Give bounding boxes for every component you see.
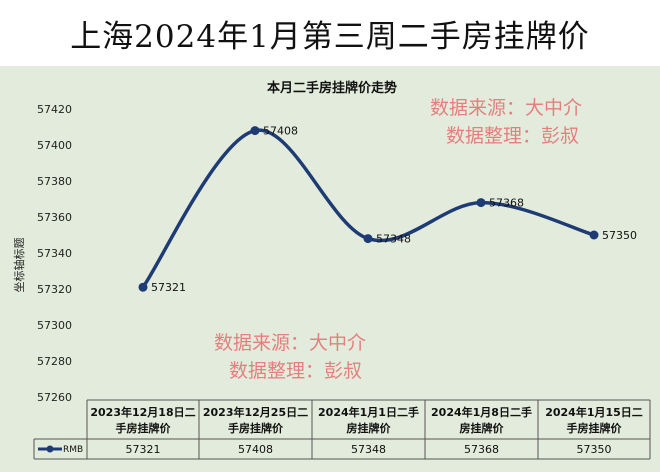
data-table: 2023年12月18日二手房挂牌价573212023年12月25日二手房挂牌价5… <box>33 399 651 460</box>
y-tick-label: 57400 <box>37 139 72 152</box>
data-point <box>589 230 599 240</box>
category-label: 2023年12月25日二 <box>203 405 308 419</box>
y-tick-label: 57260 <box>37 391 72 404</box>
y-axis-label: 坐标轴标题 <box>12 238 26 293</box>
table-value: 57368 <box>464 443 499 456</box>
watermark-source-text: 数据来源：大中介 <box>430 97 582 119</box>
table-value: 57321 <box>126 443 161 456</box>
table-value: 57348 <box>351 443 386 456</box>
data-label: 57350 <box>602 229 637 242</box>
y-tick-label: 57380 <box>37 175 72 188</box>
table-value: 57350 <box>577 443 612 456</box>
data-labels-layer: 57321 57408 57348 57368 57350 <box>151 125 637 295</box>
chart-panel: 本月二手房挂牌价走势 数据来源：大中介 数据整理：彭叔 数据来源：大中介 数据整… <box>0 66 660 472</box>
category-label: 2024年1月1日二手 <box>318 405 419 419</box>
watermark-author-text: 数据整理：彭叔 <box>229 360 362 382</box>
data-label: 57368 <box>489 197 524 210</box>
data-label: 57348 <box>376 233 411 246</box>
watermark-bottom: 数据来源：大中介 数据整理：彭叔 <box>214 332 366 382</box>
data-point <box>363 234 373 244</box>
data-point <box>250 126 260 136</box>
category-label: 2023年12月18日二 <box>90 405 195 419</box>
category-label: 房挂牌价 <box>347 421 392 435</box>
category-label: 手房挂牌价 <box>567 421 623 435</box>
series-line <box>141 128 596 289</box>
legend-marker <box>46 445 54 453</box>
data-point <box>476 198 486 208</box>
series-line-layer <box>141 128 596 289</box>
y-tick-label: 57300 <box>37 319 72 332</box>
data-label: 57321 <box>151 281 186 294</box>
line-chart: 本月二手房挂牌价走势 数据来源：大中介 数据整理：彭叔 数据来源：大中介 数据整… <box>12 80 651 460</box>
category-label: 2024年1月15日二 <box>545 405 643 419</box>
data-point <box>138 282 148 292</box>
y-tick-label: 57340 <box>37 247 72 260</box>
series-points-layer <box>138 126 599 292</box>
page-title: 上海2024年1月第三周二手房挂牌价 <box>0 0 660 66</box>
data-label: 57408 <box>263 125 298 138</box>
table-value: 57408 <box>238 443 273 456</box>
y-tick-label: 57420 <box>37 103 72 116</box>
watermark-top: 数据来源：大中介 数据整理：彭叔 <box>430 97 582 147</box>
category-label: 手房挂牌价 <box>116 421 172 435</box>
legend-label: RMB <box>63 445 83 455</box>
watermark-source-text: 数据来源：大中介 <box>214 332 366 354</box>
category-label: 房挂牌价 <box>460 421 505 435</box>
y-axis-ticks: 57260 57280 57300 57320 57340 57360 57380 57400… <box>37 103 72 404</box>
y-tick-label: 57320 <box>37 283 72 296</box>
category-label: 2024年1月8日二手 <box>431 405 532 419</box>
watermark-author-text: 数据整理：彭叔 <box>446 125 579 147</box>
chart-title: 本月二手房挂牌价走势 <box>267 80 397 96</box>
category-label: 手房挂牌价 <box>228 421 284 435</box>
y-tick-label: 57360 <box>37 211 72 224</box>
y-tick-label: 57280 <box>37 355 72 368</box>
